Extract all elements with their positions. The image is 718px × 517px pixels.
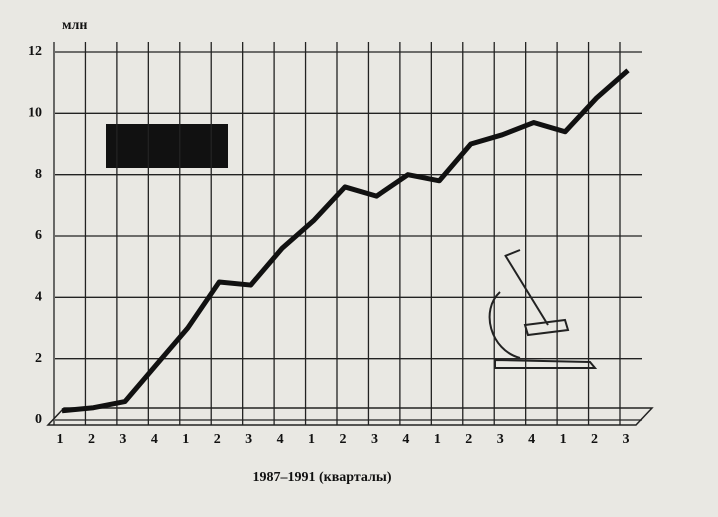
x-tick-label: 2 (88, 432, 95, 447)
x-tick-label: 2 (591, 432, 598, 447)
y-tick-label: 0 (35, 412, 42, 427)
x-tick-label: 1 (57, 432, 64, 447)
x-tick-label: 4 (151, 432, 158, 447)
x-tick-label: 1 (182, 432, 189, 447)
y-tick-label: 12 (28, 44, 42, 59)
x-tick-label: 1 (560, 432, 567, 447)
x-axis-title: 1987–1991 (кварталы) (252, 470, 391, 485)
y-tick-label: 4 (35, 290, 42, 305)
y-tick-label: 8 (35, 167, 42, 182)
x-tick-label: 2 (465, 432, 472, 447)
x-tick-label: 4 (528, 432, 535, 447)
y-unit: млн (62, 18, 87, 33)
background (0, 0, 718, 517)
chart: млн 1987–1991 (кварталы) 024681012123412… (0, 0, 718, 517)
x-tick-label: 3 (497, 432, 504, 447)
x-tick-label: 2 (214, 432, 221, 447)
x-tick-label: 3 (245, 432, 252, 447)
y-tick-label: 2 (35, 351, 42, 366)
x-tick-label: 3 (371, 432, 378, 447)
x-tick-label: 1 (434, 432, 441, 447)
y-tick-label: 10 (28, 106, 42, 121)
x-tick-label: 2 (340, 432, 347, 447)
x-tick-label: 4 (277, 432, 284, 447)
x-tick-label: 3 (623, 432, 630, 447)
people-icon (106, 124, 228, 168)
y-tick-label: 6 (35, 228, 42, 243)
x-tick-label: 4 (402, 432, 409, 447)
x-tick-label: 1 (308, 432, 315, 447)
x-tick-label: 3 (119, 432, 126, 447)
